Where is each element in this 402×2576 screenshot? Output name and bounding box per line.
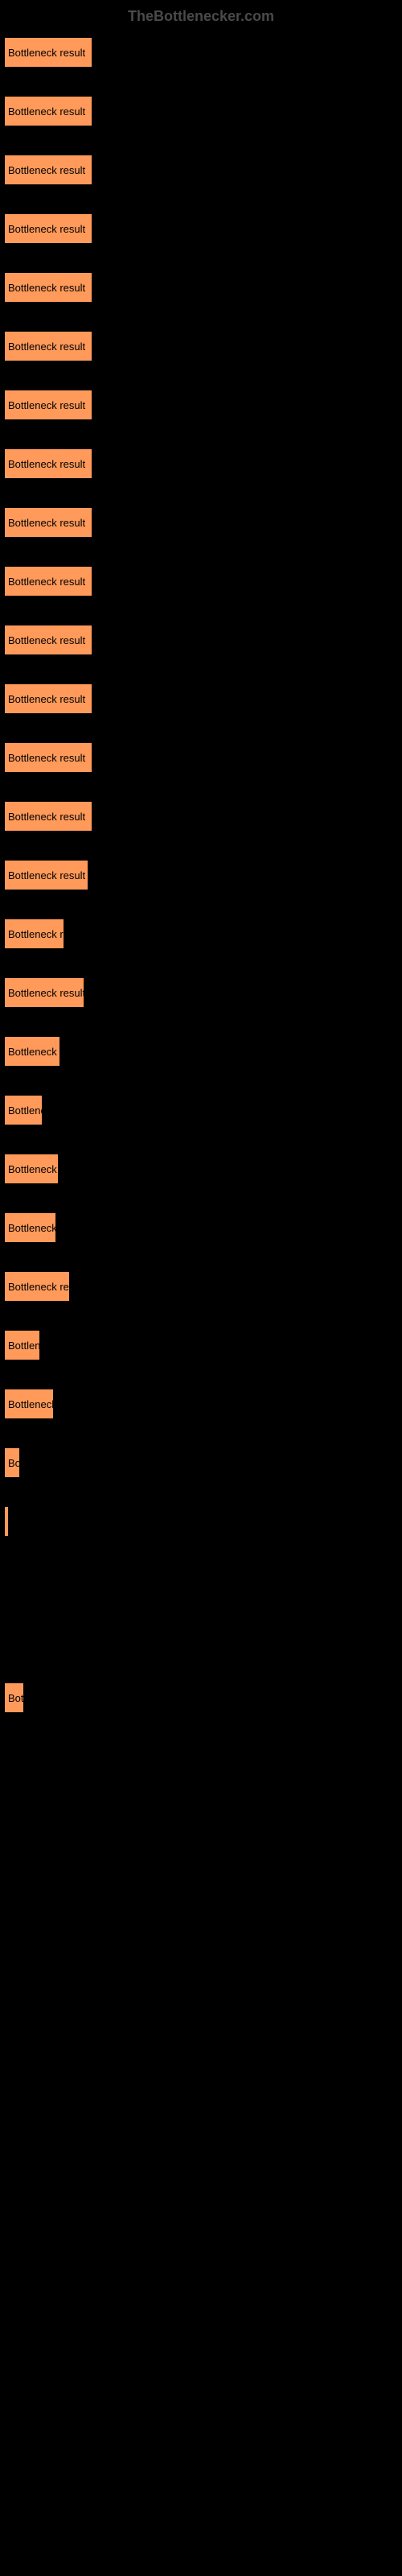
bar-row: Bottleneck result	[4, 448, 402, 479]
bar-row: Bottleneck result	[4, 977, 402, 1008]
bar-row: Bottleneck result	[4, 801, 402, 832]
bar: Bottleneck result	[4, 683, 92, 714]
bar-label: Bottleneck result	[8, 1692, 24, 1704]
bar: Bottleneck result	[4, 860, 88, 890]
bar-label: Bottleneck result	[8, 928, 64, 940]
bar-label: Bottleneck result	[8, 811, 85, 823]
bar: Bottleneck result	[4, 1036, 60, 1067]
bar-row: Bottleneck result	[4, 683, 402, 714]
bar-row: Bottleneck result	[4, 37, 402, 68]
bar-label: Bottleneck result	[8, 1046, 60, 1058]
bar-label: Bottleneck result	[8, 341, 85, 353]
bar-row: Bottleneck result	[4, 1154, 402, 1184]
bar-row: Bottleneck result	[4, 1271, 402, 1302]
bar-label: Bottleneck result	[8, 987, 84, 999]
bar-row: Bottleneck result	[4, 272, 402, 303]
bar-row: Bottleneck result	[4, 742, 402, 773]
bar: Bottleneck result	[4, 37, 92, 68]
bar-label: Bottleneck result	[8, 634, 85, 646]
bar-row	[4, 1741, 402, 1772]
bar: Bottleneck result	[4, 390, 92, 420]
bar-row	[4, 1624, 402, 1654]
bar: Bottleneck result	[4, 213, 92, 244]
bar-row: Bottleneck result	[4, 919, 402, 949]
bar: Bottleneck result	[4, 448, 92, 479]
bar-label: Bottleneck result	[8, 693, 85, 705]
bar-label: Bottleneck result	[8, 164, 85, 176]
bar-row: Bottleneck result	[4, 1036, 402, 1067]
bar: Bottleneck result	[4, 1506, 9, 1537]
bar-row: Bottleneck result	[4, 1095, 402, 1125]
bar-label: Bottleneck result	[8, 1104, 43, 1117]
bar-row: Bottleneck result	[4, 331, 402, 361]
bar-row: Bottleneck result	[4, 860, 402, 890]
bar-label: Bottleneck result	[8, 1281, 70, 1293]
bar: Bottleneck result	[4, 1682, 24, 1713]
bar-chart: Bottleneck result Bottleneck result Bottle…	[0, 37, 402, 1772]
bar-row: Bottleneck result	[4, 155, 402, 185]
bar: Bottleneck result	[4, 1389, 54, 1419]
bar: Bottleneck result	[4, 919, 64, 949]
bar: Bottleneck result	[4, 1330, 40, 1360]
bar: Bottleneck result	[4, 272, 92, 303]
bar: Bottleneck result	[4, 331, 92, 361]
bar-label: Bottleneck result	[8, 223, 85, 235]
bar: Bottleneck result	[4, 1154, 59, 1184]
bar-label: Bottleneck result	[8, 105, 85, 118]
bar-label: Bottleneck result	[8, 458, 85, 470]
bar: Bottleneck result	[4, 625, 92, 655]
bar-row: Bottleneck result	[4, 507, 402, 538]
bar-label: Bottleneck result	[8, 47, 85, 59]
bar-row: Bottleneck result	[4, 566, 402, 597]
bar-row: Bottleneck result	[4, 1212, 402, 1243]
bar: Bottleneck result	[4, 1271, 70, 1302]
bar: Bottleneck result	[4, 977, 84, 1008]
bar-label: Bottleneck result	[8, 1163, 59, 1175]
bar-label: Bottleneck result	[8, 1457, 20, 1469]
bar: Bottleneck result	[4, 1095, 43, 1125]
bar-label: Bottleneck result	[8, 576, 85, 588]
bar: Bottleneck result	[4, 1447, 20, 1478]
bar: Bottleneck result	[4, 96, 92, 126]
bar-label: Bottleneck result	[8, 1398, 54, 1410]
bar-row: Bottleneck result	[4, 213, 402, 244]
bar-label: Bottleneck result	[8, 1222, 56, 1234]
bar-row: Bottleneck result	[4, 390, 402, 420]
bar-label: Bottleneck result	[8, 282, 85, 294]
bar-row: Bottleneck result	[4, 625, 402, 655]
bar-row: Bottleneck result	[4, 96, 402, 126]
bar-row: Bottleneck result	[4, 1389, 402, 1419]
bar: Bottleneck result	[4, 507, 92, 538]
bar: Bottleneck result	[4, 155, 92, 185]
bar: Bottleneck result	[4, 1212, 56, 1243]
bar-label: Bottleneck result	[8, 752, 85, 764]
bar-label: Bottleneck result	[8, 1340, 40, 1352]
bar-row: Bottleneck result	[4, 1506, 402, 1537]
bar-row	[4, 1565, 402, 1596]
bar-row: Bottleneck result	[4, 1682, 402, 1713]
bar: Bottleneck result	[4, 566, 92, 597]
watermark: TheBottlenecker.com	[0, 8, 402, 25]
bar-label: Bottleneck result	[8, 869, 85, 881]
bar-label: Bottleneck result	[8, 517, 85, 529]
bar: Bottleneck result	[4, 742, 92, 773]
bar-row: Bottleneck result	[4, 1330, 402, 1360]
bar: Bottleneck result	[4, 801, 92, 832]
bar-label: Bottleneck result	[8, 1516, 9, 1528]
bar-row: Bottleneck result	[4, 1447, 402, 1478]
bar-label: Bottleneck result	[8, 399, 85, 411]
